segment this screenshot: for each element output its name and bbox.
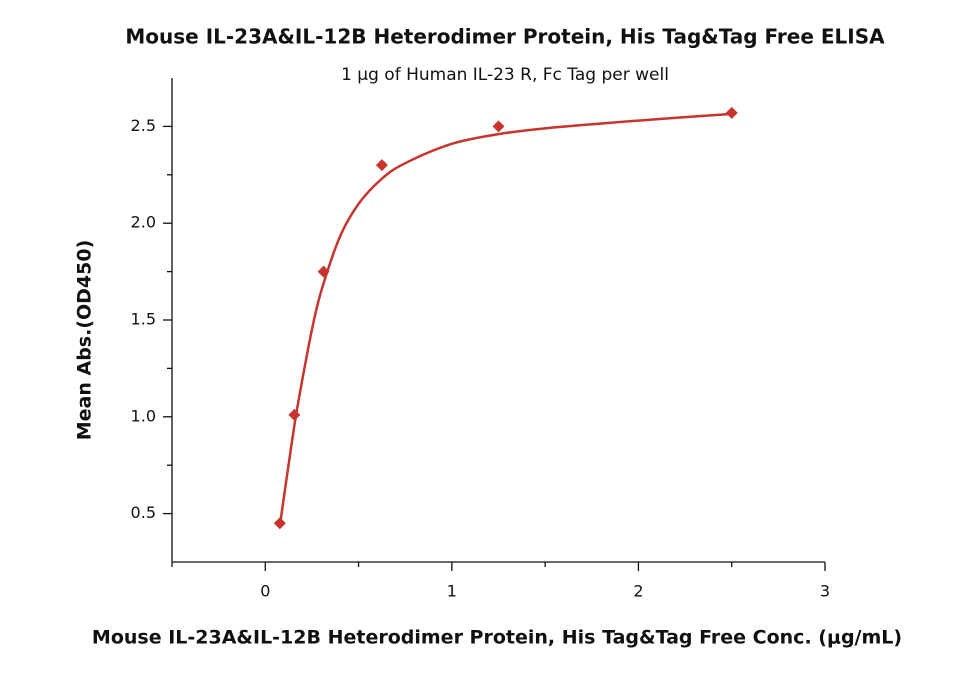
chart-title: Mouse IL-23A&IL-12B Heterodimer Protein,… [125,25,885,49]
y-tick-label: 2.0 [131,213,156,232]
x-tick-label: 1 [447,582,457,601]
y-tick-label: 1.0 [131,406,156,425]
x-tick-label: 0 [260,582,270,601]
y-tick-label: 0.5 [131,503,156,522]
chart-subtitle: 1 μg of Human IL-23 R, Fc Tag per well [341,65,669,85]
data-point [273,517,286,530]
x-tick-label: 3 [820,582,830,601]
data-point [288,408,301,421]
data-point [492,120,505,133]
y-tick-label: 1.5 [131,310,156,329]
data-point [375,159,388,172]
x-axis-label: Mouse IL-23A&IL-12B Heterodimer Protein,… [92,627,902,649]
y-tick-label: 2.5 [131,116,156,135]
y-axis-label: Mean Abs.(OD450) [74,240,96,441]
data-point [317,265,330,278]
fit-curve [278,112,732,524]
x-tick-label: 2 [633,582,643,601]
data-point [725,106,738,119]
